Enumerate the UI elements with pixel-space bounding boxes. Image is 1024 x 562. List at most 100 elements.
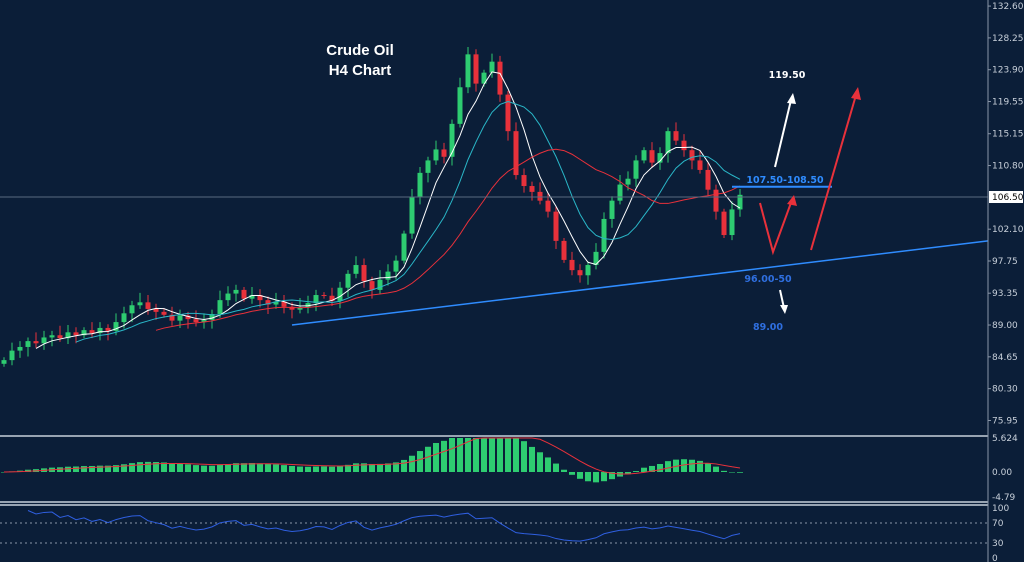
candle-body bbox=[241, 289, 247, 299]
macd-histogram-bar bbox=[113, 465, 119, 472]
candle-body bbox=[9, 350, 15, 361]
macd-histogram-bar bbox=[377, 463, 383, 472]
candle-body bbox=[121, 313, 127, 323]
candle bbox=[161, 308, 167, 318]
candle-body bbox=[33, 341, 39, 344]
candle bbox=[505, 90, 511, 141]
candle bbox=[33, 332, 39, 348]
candle-body bbox=[505, 94, 511, 132]
support-label: 96.00-50 bbox=[744, 274, 792, 285]
rsi-line bbox=[27, 510, 741, 542]
candle bbox=[329, 287, 335, 306]
macd-histogram-bar bbox=[369, 463, 375, 472]
red-v-arrowhead bbox=[787, 195, 797, 206]
macd-histogram-bar bbox=[601, 472, 607, 482]
macd-histogram-bar bbox=[529, 446, 535, 472]
candle bbox=[713, 184, 719, 220]
candle bbox=[681, 134, 687, 157]
candle-body bbox=[641, 150, 647, 161]
macd-histogram-bar bbox=[297, 466, 303, 472]
candle-body bbox=[337, 287, 343, 301]
ma-10-line bbox=[75, 101, 741, 343]
candle-body bbox=[617, 184, 623, 201]
macd-histogram-bar bbox=[185, 464, 191, 472]
macd-histogram-bar bbox=[305, 466, 311, 472]
macd-histogram-bar bbox=[257, 463, 263, 472]
candle-body bbox=[225, 293, 231, 301]
macd-histogram-bar bbox=[537, 452, 543, 472]
candle-body bbox=[41, 337, 47, 344]
candle bbox=[553, 206, 559, 249]
candle bbox=[385, 264, 391, 286]
macd-panel bbox=[1, 437, 743, 483]
macd-histogram-bar bbox=[657, 464, 663, 472]
candle-body bbox=[185, 315, 191, 320]
candle-body bbox=[545, 200, 551, 212]
macd-histogram-bar bbox=[129, 463, 135, 472]
y-tick-label: 97.75 bbox=[992, 257, 1018, 267]
macd-tick-label: 5.624 bbox=[992, 434, 1018, 444]
macd-histogram-bar bbox=[649, 465, 655, 472]
macd-histogram-bar bbox=[665, 461, 671, 472]
candle bbox=[673, 122, 679, 146]
candle bbox=[729, 201, 735, 241]
candle bbox=[425, 156, 431, 183]
resistance-label: 107.50-108.50 bbox=[746, 175, 824, 186]
candle bbox=[17, 341, 23, 358]
macd-histogram-bar bbox=[385, 463, 391, 472]
candle-body bbox=[577, 270, 583, 276]
candle-body bbox=[553, 211, 559, 241]
candle-body bbox=[73, 332, 79, 336]
candle-body bbox=[369, 281, 375, 290]
macd-histogram-bar bbox=[233, 463, 239, 472]
candle-body bbox=[481, 72, 487, 84]
candle bbox=[65, 325, 71, 345]
macd-histogram-bar bbox=[161, 462, 167, 472]
candles bbox=[1, 47, 743, 367]
candle-body bbox=[297, 307, 303, 310]
candle-body bbox=[289, 306, 295, 310]
price-axis: 132.60 128.25 123.90 119.55 115.15 110.80 102.… bbox=[987, 0, 1024, 562]
y-tick-label: 93.35 bbox=[992, 289, 1018, 299]
candle-body bbox=[681, 140, 687, 151]
candle-body bbox=[1, 360, 7, 364]
candle-body bbox=[417, 172, 423, 197]
candle-body bbox=[441, 149, 447, 157]
candle bbox=[489, 53, 495, 78]
macd-histogram-bar bbox=[481, 438, 487, 472]
candle bbox=[665, 127, 671, 163]
y-tick-label: 102.10 bbox=[992, 225, 1024, 235]
macd-histogram-bar bbox=[697, 460, 703, 472]
candle-body bbox=[65, 332, 71, 339]
candle bbox=[25, 337, 31, 357]
macd-histogram-bar bbox=[201, 465, 207, 472]
candle bbox=[113, 313, 119, 336]
candle bbox=[337, 281, 343, 309]
candle-body bbox=[281, 301, 287, 307]
macd-histogram-bar bbox=[521, 441, 527, 472]
macd-histogram-bar bbox=[393, 462, 399, 472]
y-tick-label: 123.90 bbox=[992, 66, 1024, 76]
candle-body bbox=[529, 186, 535, 192]
candle bbox=[697, 150, 703, 174]
candle bbox=[705, 162, 711, 196]
candle-body bbox=[569, 259, 575, 271]
target-label-119-50: 119.50 bbox=[769, 70, 806, 81]
macd-histogram-bar bbox=[409, 455, 415, 472]
candle-body bbox=[593, 251, 599, 266]
candle-body bbox=[105, 327, 111, 331]
candle-body bbox=[353, 265, 359, 274]
macd-histogram-bar bbox=[689, 459, 695, 472]
candle-body bbox=[145, 302, 151, 309]
macd-histogram-bar bbox=[329, 466, 335, 472]
moving-averages bbox=[35, 71, 741, 349]
candle bbox=[641, 147, 647, 164]
candle bbox=[569, 251, 575, 276]
y-tick-label: 132.60 bbox=[992, 2, 1024, 12]
ma-20-line bbox=[155, 148, 741, 331]
macd-histogram-bar bbox=[193, 465, 199, 472]
candle-body bbox=[97, 327, 103, 334]
candle-body bbox=[129, 305, 135, 314]
candle bbox=[657, 147, 663, 170]
